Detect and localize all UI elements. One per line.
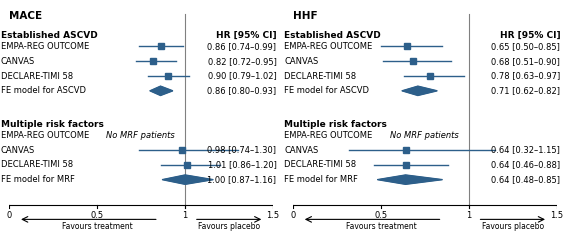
- Polygon shape: [162, 175, 213, 184]
- Text: 0.71 [0.62–0.82]: 0.71 [0.62–0.82]: [491, 86, 560, 95]
- Polygon shape: [378, 175, 443, 184]
- Text: No MRF patients: No MRF patients: [390, 131, 458, 140]
- Text: Favours treatment: Favours treatment: [62, 223, 132, 231]
- Text: 1.00 [0.87–1.16]: 1.00 [0.87–1.16]: [208, 175, 276, 184]
- Text: Established ASCVD: Established ASCVD: [284, 31, 381, 40]
- Text: EMPA-REG OUTCOME: EMPA-REG OUTCOME: [1, 131, 89, 140]
- Text: EMPA-REG OUTCOME: EMPA-REG OUTCOME: [284, 42, 372, 51]
- Text: 1: 1: [182, 211, 188, 220]
- Text: Favours placebo: Favours placebo: [482, 223, 544, 231]
- Text: Multiple risk factors: Multiple risk factors: [1, 120, 104, 129]
- Text: Favours placebo: Favours placebo: [198, 223, 260, 231]
- Text: HR [95% CI]: HR [95% CI]: [500, 31, 560, 40]
- Text: HHF: HHF: [293, 11, 318, 21]
- Text: 0.90 [0.79–1.02]: 0.90 [0.79–1.02]: [208, 72, 276, 80]
- Text: 1.01 [0.86–1.20]: 1.01 [0.86–1.20]: [208, 160, 276, 169]
- Text: CANVAS: CANVAS: [284, 146, 319, 154]
- Text: 0.86 [0.74–0.99]: 0.86 [0.74–0.99]: [208, 42, 276, 51]
- Text: DECLARE-TIMI 58: DECLARE-TIMI 58: [284, 72, 357, 80]
- Text: CANVAS: CANVAS: [1, 146, 35, 154]
- Text: 0.64 [0.46–0.88]: 0.64 [0.46–0.88]: [491, 160, 560, 169]
- Text: 0.5: 0.5: [91, 211, 104, 220]
- Text: EMPA-REG OUTCOME: EMPA-REG OUTCOME: [284, 131, 372, 140]
- Text: 0: 0: [7, 211, 12, 220]
- Polygon shape: [150, 86, 173, 95]
- Text: FE model for ASCVD: FE model for ASCVD: [1, 86, 85, 95]
- Text: CANVAS: CANVAS: [1, 57, 35, 66]
- Text: 0.65 [0.50–0.85]: 0.65 [0.50–0.85]: [491, 42, 560, 51]
- Text: MACE: MACE: [10, 11, 42, 21]
- Text: 0.64 [0.32–1.15]: 0.64 [0.32–1.15]: [491, 146, 560, 154]
- Text: FE model for ASCVD: FE model for ASCVD: [284, 86, 370, 95]
- Text: 1: 1: [466, 211, 471, 220]
- Text: 1.5: 1.5: [267, 211, 280, 220]
- Text: CANVAS: CANVAS: [284, 57, 319, 66]
- Text: FE model for MRF: FE model for MRF: [284, 175, 358, 184]
- Text: 0.78 [0.63–0.97]: 0.78 [0.63–0.97]: [491, 72, 560, 80]
- Text: No MRF patients: No MRF patients: [106, 131, 175, 140]
- Text: HR [95% CI]: HR [95% CI]: [216, 31, 276, 40]
- Text: DECLARE-TIMI 58: DECLARE-TIMI 58: [1, 160, 73, 169]
- Text: 0.98 [0.74–1.30]: 0.98 [0.74–1.30]: [208, 146, 276, 154]
- Text: 0.5: 0.5: [374, 211, 388, 220]
- Text: Established ASCVD: Established ASCVD: [1, 31, 97, 40]
- Text: DECLARE-TIMI 58: DECLARE-TIMI 58: [284, 160, 357, 169]
- Text: Multiple risk factors: Multiple risk factors: [284, 120, 387, 129]
- Text: EMPA-REG OUTCOME: EMPA-REG OUTCOME: [1, 42, 89, 51]
- Text: 1.5: 1.5: [550, 211, 563, 220]
- Text: 0.68 [0.51–0.90]: 0.68 [0.51–0.90]: [491, 57, 560, 66]
- Text: DECLARE-TIMI 58: DECLARE-TIMI 58: [1, 72, 73, 80]
- Polygon shape: [402, 86, 437, 95]
- Text: FE model for MRF: FE model for MRF: [1, 175, 75, 184]
- Text: 0.82 [0.72–0.95]: 0.82 [0.72–0.95]: [208, 57, 276, 66]
- Text: 0: 0: [290, 211, 296, 220]
- Text: 0.64 [0.48–0.85]: 0.64 [0.48–0.85]: [491, 175, 560, 184]
- Text: 0.86 [0.80–0.93]: 0.86 [0.80–0.93]: [207, 86, 276, 95]
- Text: Favours treatment: Favours treatment: [346, 223, 417, 231]
